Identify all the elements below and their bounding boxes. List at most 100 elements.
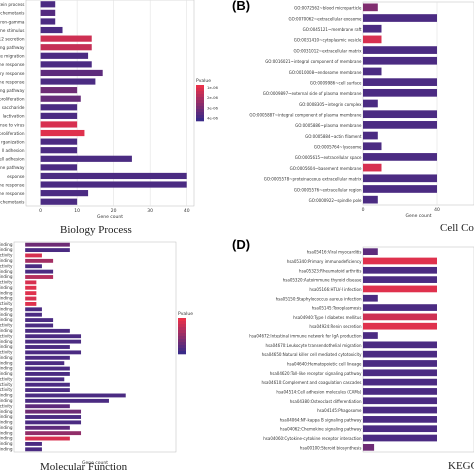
- category-label: hsa05150:Staphylococcus aureus infection: [276, 296, 362, 301]
- x-tick-label: 40: [184, 208, 190, 214]
- category-label: GO:0005576~extracellular region: [294, 187, 362, 192]
- category-label: or activity: [0, 387, 13, 392]
- bar: [25, 441, 42, 446]
- legend-gradient-step: [196, 91, 204, 95]
- bar: [40, 198, 78, 205]
- category-label: or activity: [0, 263, 13, 268]
- category-label: n binding: [0, 247, 13, 252]
- bar: [25, 377, 65, 382]
- category-label: hsa05145:Toxoplasmosis: [312, 306, 362, 311]
- bar: [25, 425, 70, 430]
- category-label: GO:0072562~blood microparticle: [294, 6, 362, 11]
- category-label: hsa04640:Hematopoietic cell lineage: [287, 361, 362, 366]
- category-label: ime stimulus: [0, 28, 25, 33]
- category-label: n binding: [0, 409, 13, 414]
- category-label: GO:0005884~actin filament: [305, 134, 362, 139]
- category-label: GO:0045121~membrane raft: [303, 27, 362, 32]
- bar: [363, 163, 382, 172]
- bar: [363, 276, 437, 283]
- bar: [40, 52, 89, 59]
- bar: [40, 18, 56, 25]
- bar: [363, 257, 437, 265]
- legend-gradient-step: [178, 321, 186, 325]
- category-label: matory response: [0, 71, 25, 76]
- category-label: n binding: [0, 269, 13, 274]
- bar: [363, 174, 437, 183]
- category-label: n binding: [0, 296, 13, 301]
- category-label: GO:0031012~extracellular matrix: [293, 48, 362, 53]
- category-label: esponse: [7, 174, 25, 179]
- category-label: GO:0008305~integrin complex: [299, 102, 362, 107]
- legend-gradient-step: [196, 115, 204, 119]
- legend-gradient-step: [178, 336, 186, 340]
- legend-gradient-step: [178, 327, 186, 331]
- bar: [363, 110, 437, 119]
- category-label: GO:0000922~spindle pole: [309, 198, 362, 203]
- x-tick-label: 20: [111, 208, 117, 214]
- bar: [363, 313, 437, 321]
- category-label: e activity: [0, 301, 13, 306]
- bar: [363, 195, 378, 204]
- plot-area-0: [25, 0, 195, 207]
- legend-label: 3e-06: [207, 105, 219, 110]
- panel-label-d: (D): [232, 237, 251, 252]
- category-label: r activity: [0, 280, 13, 285]
- category-label: hsa04670:Leukocyte transendothelial migr…: [266, 343, 362, 348]
- bar: [363, 266, 437, 274]
- x-tick-label: 0: [362, 207, 365, 213]
- bar: [363, 322, 437, 330]
- category-label: n binding: [0, 258, 13, 263]
- legend-gradient-step: [196, 112, 204, 116]
- category-label: proliferation: [0, 97, 25, 102]
- category-label: n binding: [0, 425, 13, 430]
- bar: [363, 332, 378, 339]
- legend-title: Pvalue: [178, 311, 193, 317]
- category-label: hsa04940:Type I diabetes mellitus: [293, 315, 361, 320]
- category-label: saccharide: [2, 105, 25, 110]
- legend-gradient-step: [196, 97, 204, 101]
- bar: [25, 301, 37, 306]
- bar: [363, 285, 437, 293]
- bar: [25, 398, 109, 403]
- legend-gradient-step: [196, 106, 204, 110]
- bar: [40, 147, 78, 154]
- bar: [25, 361, 65, 366]
- bar: [25, 275, 54, 279]
- category-label: GO:0016021~integral component of membran…: [265, 59, 362, 64]
- bar: [363, 341, 437, 349]
- category-label: sponse to virus: [0, 122, 25, 127]
- category-label: n binding: [0, 360, 13, 365]
- bar: [363, 153, 437, 161]
- category-label: lactivation: [3, 114, 25, 119]
- bar: [363, 131, 378, 140]
- bar: [363, 78, 437, 86]
- category-label: chemotaxis: [0, 200, 24, 205]
- bar: [40, 190, 89, 197]
- bar: [40, 172, 187, 180]
- category-label: hsa04060:Cytokine-cytokine receptor inte…: [263, 436, 362, 441]
- category-label: GO:0009986~cell surface: [310, 80, 362, 85]
- category-label: or activity: [0, 253, 13, 258]
- bar: [25, 366, 70, 371]
- bar: [25, 318, 54, 323]
- bar: [25, 350, 82, 355]
- category-label: n binding: [0, 393, 13, 398]
- category-label: n binding: [0, 242, 13, 247]
- category-label: ane response: [0, 79, 25, 84]
- bar: [363, 443, 375, 451]
- bar: [25, 269, 54, 274]
- bar: [40, 1, 56, 8]
- bar: [40, 9, 56, 16]
- bar: [40, 26, 63, 34]
- bar: [363, 99, 378, 108]
- category-label: ng activity: [0, 382, 13, 387]
- category-label: n binding: [0, 371, 13, 376]
- category-label: ron-gamma: [0, 19, 25, 24]
- bar: [363, 378, 437, 386]
- category-label: or activity: [0, 376, 13, 381]
- x-tick-label: 40: [434, 207, 440, 213]
- category-label: ing pathway: [0, 88, 25, 93]
- bar: [363, 35, 382, 44]
- legend-gradient-step: [178, 342, 186, 346]
- molecular-function-title: Molecular Function: [40, 461, 128, 473]
